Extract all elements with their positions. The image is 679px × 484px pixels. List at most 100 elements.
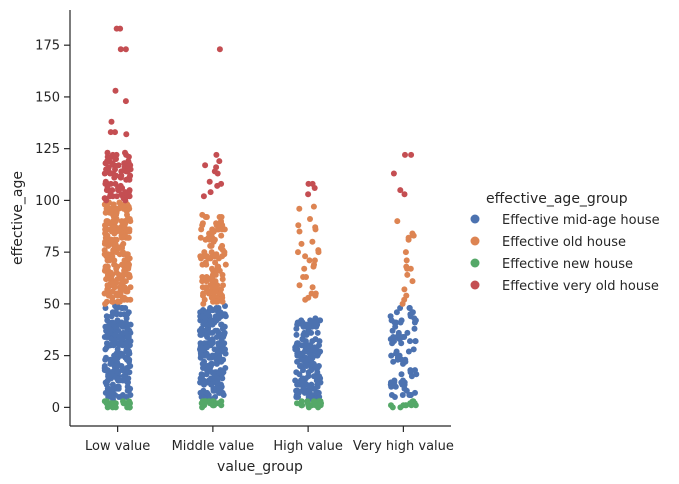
x-ticks: Low value Middle value High value Very high… bbox=[85, 426, 454, 454]
data-point-effective-mid-age-house bbox=[405, 348, 412, 355]
y-tick-label: 0 bbox=[52, 401, 60, 416]
data-point-effective-new-house bbox=[218, 398, 225, 405]
data-point-effective-mid-age-house bbox=[104, 367, 110, 374]
data-point-effective-old-house bbox=[124, 211, 130, 218]
data-point-effective-very-old-house bbox=[118, 168, 125, 175]
data-point-effective-mid-age-house bbox=[113, 367, 120, 374]
data-point-effective-mid-age-house bbox=[390, 358, 397, 365]
data-point-effective-old-house bbox=[105, 292, 112, 299]
data-point-effective-old-house bbox=[111, 261, 118, 268]
data-point-effective-mid-age-house bbox=[293, 331, 300, 338]
data-point-effective-mid-age-house bbox=[217, 309, 224, 316]
data-point-effective-mid-age-house bbox=[103, 334, 110, 340]
data-point-effective-old-house bbox=[116, 226, 123, 233]
data-point-effective-mid-age-house bbox=[306, 342, 312, 349]
data-point-effective-mid-age-house bbox=[300, 331, 307, 338]
data-point-effective-old-house bbox=[402, 249, 409, 256]
data-point-effective-mid-age-house bbox=[102, 346, 109, 353]
data-point-effective-very-old-house bbox=[115, 162, 122, 169]
data-point-effective-mid-age-house bbox=[398, 340, 405, 347]
data-point-effective-mid-age-house bbox=[302, 375, 309, 382]
data-point-effective-mid-age-house bbox=[208, 381, 215, 388]
data-point-effective-new-house bbox=[120, 400, 127, 407]
data-point-effective-mid-age-house bbox=[107, 360, 114, 367]
data-point-effective-very-old-house bbox=[102, 178, 109, 185]
data-point-effective-mid-age-house bbox=[390, 334, 397, 340]
data-point-effective-very-old-house bbox=[123, 131, 130, 138]
data-point-effective-new-house bbox=[126, 398, 133, 405]
data-point-effective-old-house bbox=[403, 257, 410, 264]
data-point-effective-mid-age-house bbox=[218, 348, 225, 355]
data-point-effective-mid-age-house bbox=[389, 327, 396, 334]
y-tick-label: 175 bbox=[35, 39, 60, 54]
data-point-effective-old-house bbox=[115, 245, 122, 251]
data-point-effective-mid-age-house bbox=[127, 385, 134, 392]
data-point-effective-mid-age-house bbox=[108, 336, 115, 343]
data-point-effective-mid-age-house bbox=[309, 338, 316, 345]
data-point-effective-mid-age-house bbox=[211, 346, 218, 353]
y-tick-label: 50 bbox=[43, 297, 60, 312]
data-point-effective-mid-age-house bbox=[217, 385, 224, 392]
data-point-effective-mid-age-house bbox=[314, 329, 321, 336]
data-point-effective-very-old-house bbox=[112, 87, 119, 94]
data-point-effective-very-old-house bbox=[121, 160, 128, 167]
data-point-effective-very-old-house bbox=[397, 187, 404, 194]
data-point-effective-mid-age-house bbox=[315, 350, 322, 357]
data-point-effective-very-old-house bbox=[402, 151, 408, 158]
y-ticks: 0 25 50 75 100 125 150 175 bbox=[35, 39, 70, 416]
data-point-effective-mid-age-house bbox=[207, 317, 214, 324]
data-point-effective-very-old-house bbox=[311, 185, 318, 191]
data-point-effective-mid-age-house bbox=[197, 389, 204, 396]
data-point-effective-mid-age-house bbox=[299, 381, 305, 388]
data-point-effective-very-old-house bbox=[105, 164, 112, 171]
data-point-effective-mid-age-house bbox=[207, 363, 214, 369]
data-point-effective-very-old-house bbox=[117, 46, 124, 53]
data-point-effective-mid-age-house bbox=[399, 392, 406, 398]
legend-entries: Effective mid-age house Effective old hou… bbox=[470, 213, 660, 294]
data-point-effective-old-house bbox=[104, 282, 111, 289]
y-axis-label: effective_age bbox=[10, 171, 26, 265]
data-point-effective-very-old-house bbox=[107, 193, 113, 200]
data-point-effective-mid-age-house bbox=[399, 381, 406, 388]
data-point-effective-old-house bbox=[126, 271, 133, 278]
y-tick-label: 25 bbox=[43, 349, 60, 364]
data-point-effective-old-house bbox=[211, 236, 218, 243]
legend-title: effective_age_group bbox=[486, 191, 628, 207]
data-point-effective-very-old-house bbox=[122, 98, 129, 105]
data-point-effective-mid-age-house bbox=[292, 344, 299, 351]
data-point-effective-new-house bbox=[310, 398, 317, 405]
data-point-effective-old-house bbox=[295, 222, 302, 229]
data-point-effective-old-house bbox=[295, 249, 301, 256]
data-point-effective-mid-age-house bbox=[204, 344, 210, 351]
data-point-effective-old-house bbox=[212, 271, 219, 278]
data-point-effective-old-house bbox=[309, 238, 316, 245]
data-point-effective-old-house bbox=[120, 240, 127, 247]
data-point-effective-mid-age-house bbox=[204, 367, 210, 374]
legend-marker bbox=[470, 280, 480, 290]
data-point-effective-mid-age-house bbox=[213, 317, 220, 324]
data-point-effective-mid-age-house bbox=[314, 383, 321, 390]
data-point-effective-mid-age-house bbox=[412, 338, 419, 345]
data-point-effective-old-house bbox=[309, 284, 316, 291]
data-point-effective-old-house bbox=[101, 247, 108, 254]
data-point-effective-mid-age-house bbox=[213, 334, 220, 340]
x-tick-label: High value bbox=[273, 439, 343, 454]
data-point-effective-very-old-house bbox=[216, 158, 223, 165]
data-point-effective-old-house bbox=[103, 298, 110, 305]
data-point-effective-mid-age-house bbox=[118, 319, 125, 326]
data-point-effective-old-house bbox=[106, 269, 113, 276]
data-point-effective-mid-age-house bbox=[116, 340, 123, 347]
data-point-effective-old-house bbox=[199, 278, 206, 285]
data-point-effective-old-house bbox=[310, 203, 317, 210]
data-point-effective-old-house bbox=[405, 236, 412, 243]
data-point-effective-old-house bbox=[303, 274, 309, 280]
axes-layer bbox=[69, 10, 451, 427]
data-point-effective-very-old-house bbox=[202, 162, 209, 169]
data-point-effective-old-house bbox=[197, 253, 204, 260]
data-point-effective-old-house bbox=[306, 257, 313, 264]
data-point-effective-mid-age-house bbox=[207, 305, 214, 311]
data-point-effective-new-house bbox=[198, 400, 205, 407]
data-point-effective-very-old-house bbox=[207, 189, 214, 196]
data-point-effective-mid-age-house bbox=[103, 381, 110, 388]
data-point-effective-very-old-house bbox=[305, 191, 312, 198]
